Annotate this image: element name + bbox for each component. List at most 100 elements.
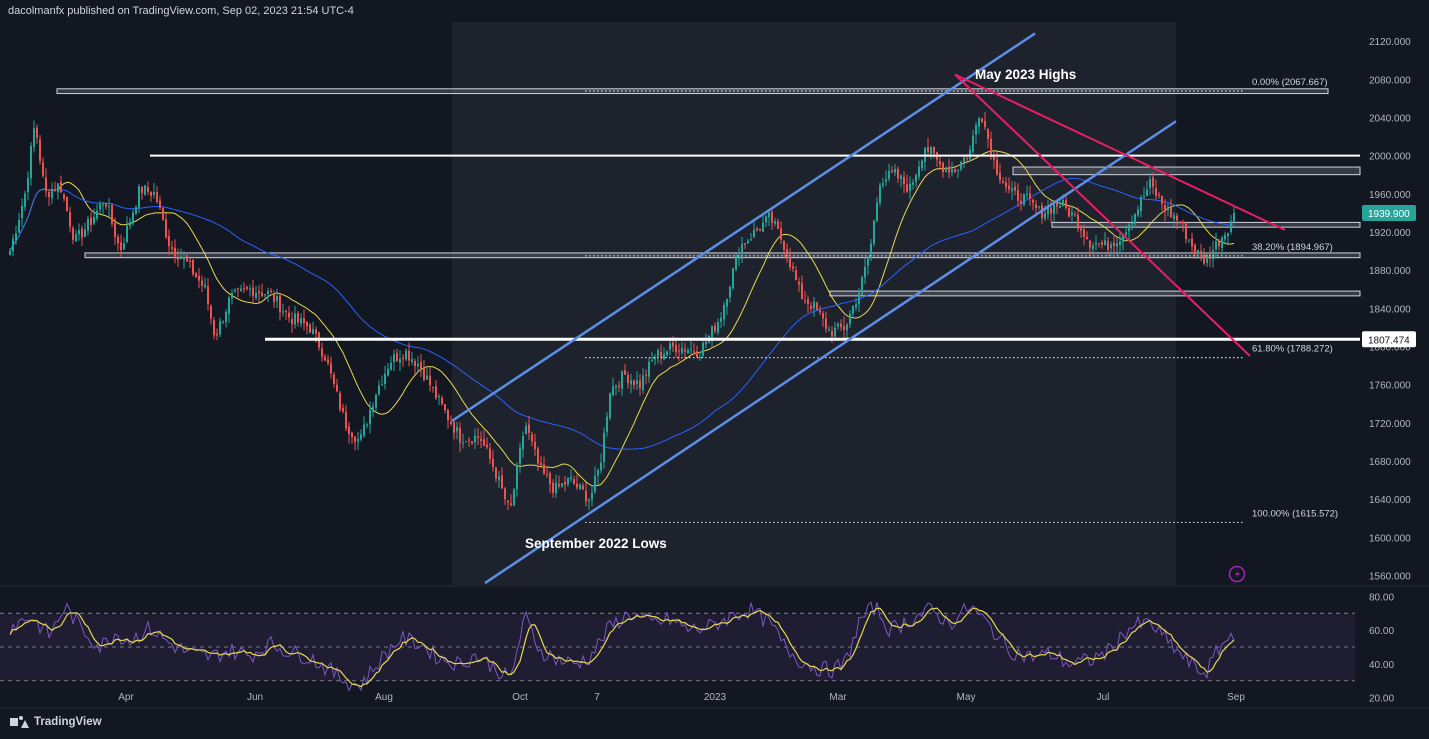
time-axis-label: May [957,692,976,703]
candle [1077,214,1079,229]
time-axis-label: Oct [512,692,528,703]
candle [612,386,614,396]
candle [987,128,989,139]
candle [1233,212,1235,223]
tradingview-footer: TradingView [10,716,102,728]
candle [417,363,419,367]
candle [552,483,554,493]
candle [537,448,539,464]
trendline-upper [954,73,1286,231]
candle [834,327,836,337]
candle [378,385,380,395]
candle [15,233,17,241]
candle [585,490,587,502]
candle [519,447,521,464]
candle [840,323,842,328]
candle [681,347,683,353]
candle [237,288,239,290]
candle [1080,228,1082,231]
candle [357,438,359,442]
trendline-lower [954,73,1251,357]
candle [1188,239,1190,241]
candle [243,288,245,290]
candle [399,358,401,363]
support-resistance-zone [829,290,1361,297]
candle [432,386,434,388]
candle [813,301,815,309]
candle [1128,224,1130,232]
candle [855,304,857,308]
candle [870,243,872,258]
candle [159,200,161,208]
candle [189,260,191,262]
candle [12,238,14,252]
candle [804,300,806,302]
candle [921,160,923,168]
candle [831,330,833,337]
candle [1050,208,1052,214]
candle [75,234,77,242]
fibonacci-label: 100.00% (1615.572) [1252,508,1338,519]
candle [588,499,590,502]
time-axis-label: 2023 [704,692,727,703]
candle [951,169,953,173]
candle [183,257,185,260]
candle [87,218,89,231]
candle [1059,205,1061,208]
candle [69,212,71,227]
candle [756,228,758,231]
candle [1005,182,1007,188]
candle [897,168,899,179]
candle [675,344,677,353]
candle [930,147,932,154]
candle [957,169,959,171]
candle [861,277,863,295]
candle [468,439,470,441]
candle [792,266,794,269]
candle [591,492,593,500]
candle [1011,188,1013,192]
lightning-alert-icon [1228,565,1246,583]
candle [819,310,821,313]
candle [1176,215,1178,221]
candle [414,361,416,366]
candle [609,393,611,419]
price-axis-label: 2080.000 [1369,75,1411,86]
candle [339,392,341,410]
candle [255,292,257,298]
candle [873,220,875,244]
candle [891,170,893,173]
candle [564,481,566,485]
candle [594,475,596,492]
fibonacci-label: 0.00% (2067.667) [1252,77,1328,88]
candle [1029,193,1031,199]
candle [492,458,494,468]
september-2022-lows-label: September 2022 Lows [525,536,667,551]
price-axis-label: 1840.000 [1369,304,1411,315]
rsi-axis-label: 80.00 [1369,592,1394,603]
candle [846,324,848,331]
price-axis-label: 2120.000 [1369,37,1411,48]
candle [30,145,32,179]
candle [1062,200,1064,206]
candle [60,181,62,193]
candle [93,217,95,224]
candle [363,424,365,436]
candle [108,206,110,208]
candle [369,410,371,425]
tradingview-logo-icon [10,716,29,728]
candle [1197,250,1199,254]
candle [615,386,617,388]
candle [546,474,548,476]
candle [216,333,218,336]
candle [408,350,410,361]
candle [306,321,308,327]
level-price-label: 1807.474 [1368,335,1410,346]
candle [96,210,98,219]
candle [222,321,224,323]
price-axis-label: 1560.000 [1369,571,1411,582]
candle [666,351,668,355]
candle [789,257,791,268]
candle [1152,177,1154,187]
